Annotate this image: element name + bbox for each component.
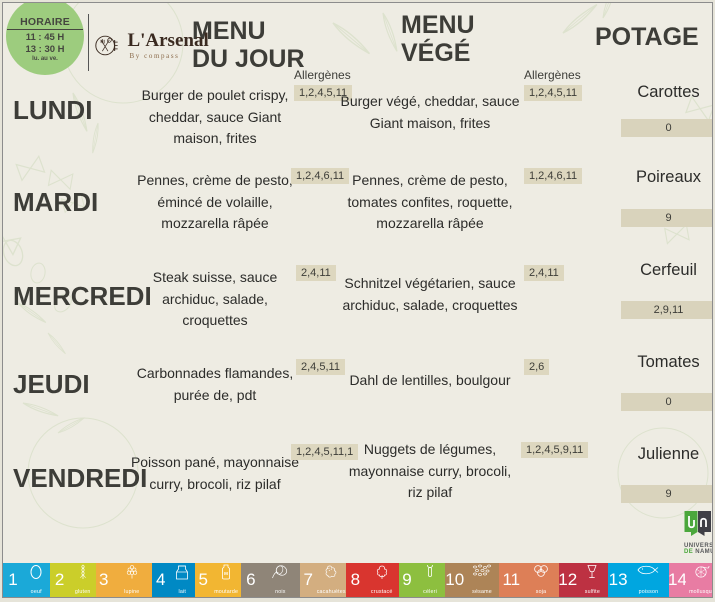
svg-text:M: M — [224, 571, 228, 576]
